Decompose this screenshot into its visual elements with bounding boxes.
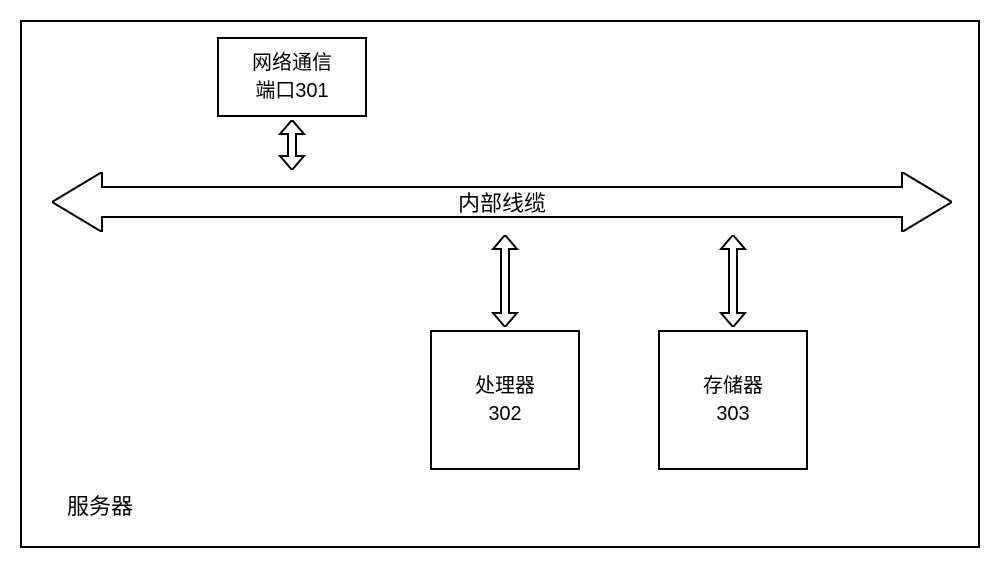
server-label: 服务器 bbox=[67, 489, 133, 521]
storage-number: 303 bbox=[716, 400, 749, 428]
network-subtitle: 端口301 bbox=[255, 77, 328, 105]
storage-box: 存储器 303 bbox=[658, 330, 808, 470]
connector-bus-processor bbox=[485, 235, 525, 327]
processor-title: 处理器 bbox=[475, 372, 535, 400]
connector-network-bus bbox=[272, 120, 312, 170]
processor-box: 处理器 302 bbox=[430, 330, 580, 470]
network-title: 网络通信 bbox=[252, 49, 332, 77]
processor-number: 302 bbox=[488, 400, 521, 428]
bus-label: 内部线缆 bbox=[458, 186, 546, 218]
connector-bus-storage bbox=[713, 235, 753, 327]
internal-bus: 内部线缆 bbox=[52, 172, 952, 232]
storage-title: 存储器 bbox=[703, 372, 763, 400]
network-port-box: 网络通信 端口301 bbox=[217, 37, 367, 117]
server-container: 网络通信 端口301 内部线缆 处理器 302 存储器 303 服务器 bbox=[20, 20, 980, 548]
